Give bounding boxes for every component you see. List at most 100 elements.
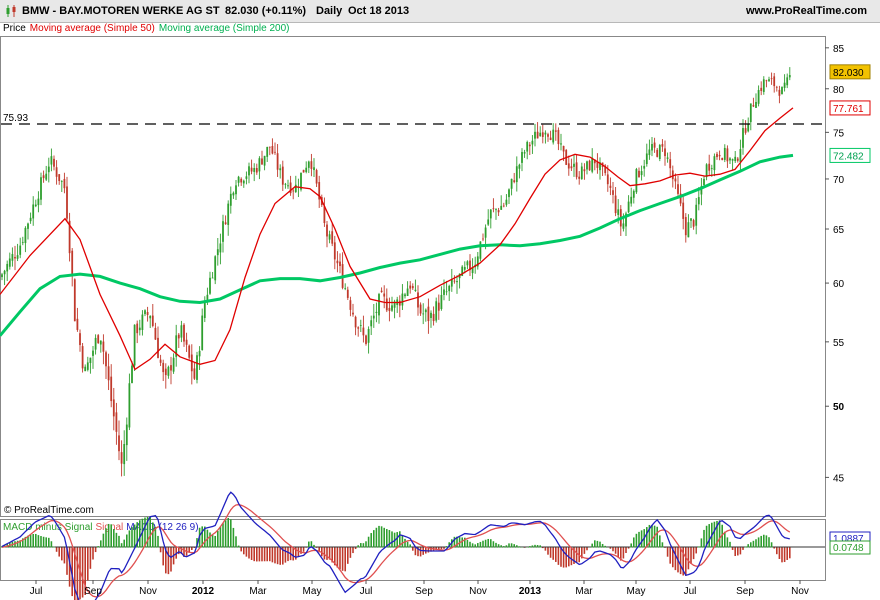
candle-body [294,184,297,193]
candle-body [292,190,295,192]
candle-body [583,169,586,172]
candle-body [211,277,214,279]
candle-body [424,309,427,313]
candle-body [578,176,581,179]
candle-body [677,184,679,194]
candle-body [562,145,565,152]
candle-body [209,277,211,294]
candle-body [232,192,235,196]
candle-body [339,261,341,267]
candle-body [729,158,731,161]
candle-body [731,159,734,161]
candle-body [752,105,755,107]
time-tick-label: Jul [30,586,43,597]
candle-body [401,293,404,306]
candle-body [367,328,370,343]
candle-body [344,288,347,289]
candle-body [721,157,724,161]
candle-body [6,263,9,272]
candle-body [162,362,165,373]
candle-body [544,132,547,135]
candle-body [357,327,360,329]
candle-body [383,293,386,297]
candle-body [118,435,120,452]
candle-body [755,101,757,108]
candle-body [411,286,414,289]
candle-body [276,153,279,170]
candle-body [393,301,396,308]
candle-body [648,149,651,156]
candle-body [331,231,334,244]
candle-body [508,189,510,198]
candle-body [193,368,196,379]
candle-body [177,334,180,339]
candle-body [73,279,76,322]
candle-body [593,159,596,164]
candle-body [638,170,640,178]
candle-body [175,335,178,357]
candle-body [479,241,482,259]
time-tick-label: Jul [684,586,697,597]
candle-body [549,137,552,140]
candle-body [510,178,513,189]
candle-body [222,221,224,242]
candle-body [144,310,146,315]
candle-body [365,335,367,344]
candle-body [671,170,674,180]
candle-body [24,227,27,244]
candle-body [518,164,521,169]
time-tick-label: Nov [469,586,487,597]
candle-body [40,177,42,200]
candle-body [203,302,206,318]
candle-body [375,311,378,314]
candle-body [198,350,201,357]
candle-body [695,204,698,226]
candle-body [55,167,58,177]
candle-body [151,315,154,326]
candle-body [318,182,321,200]
ma50-line [0,107,794,371]
candle-body [235,185,237,195]
candle-body [669,159,672,169]
candle-body [196,355,198,380]
candle-body [414,289,417,291]
candle-body [47,166,50,173]
legend-ma50: Moving average (Simple 50) [29,23,155,34]
candle-body [419,304,422,314]
candle-body [242,180,245,184]
candle-body [687,222,690,238]
candle-body [274,151,276,153]
candle-body [409,285,412,289]
candle-body [710,168,713,169]
candle-body [268,146,271,148]
candle-body [625,213,627,227]
candle-body [450,279,453,287]
time-tick-label: Jul [360,586,373,597]
candle-body [279,168,282,171]
ma200-last-label: 72.482 [829,147,871,163]
candle-body [697,197,700,205]
candle-body [497,210,500,213]
time-axis: Jul Sep Nov 2012 Mar May Jul Sep Nov 2013 Mar May Ju… [30,580,809,597]
price-tick-label: 65 [833,225,845,236]
candle-body [255,168,258,173]
candle-body [757,90,760,104]
candle-body [123,444,126,465]
reference-label: 75.93 [3,113,28,124]
ma50-last-label: 77.761 [829,100,871,116]
svg-text:72.482: 72.482 [833,151,864,162]
candle-body [201,315,204,351]
candle-body [588,160,591,171]
candle-body [617,209,620,215]
candle-body [385,298,388,311]
candle-body [370,320,373,327]
time-tick-label: Mar [575,586,593,597]
candle-body [63,178,66,189]
price-tick-label: 70 [833,175,845,186]
candle-body [136,323,139,334]
candle-body [747,123,750,132]
candle-body [557,129,560,145]
candle-body [170,365,172,371]
candle-body [359,325,362,326]
candle-body [640,171,643,176]
